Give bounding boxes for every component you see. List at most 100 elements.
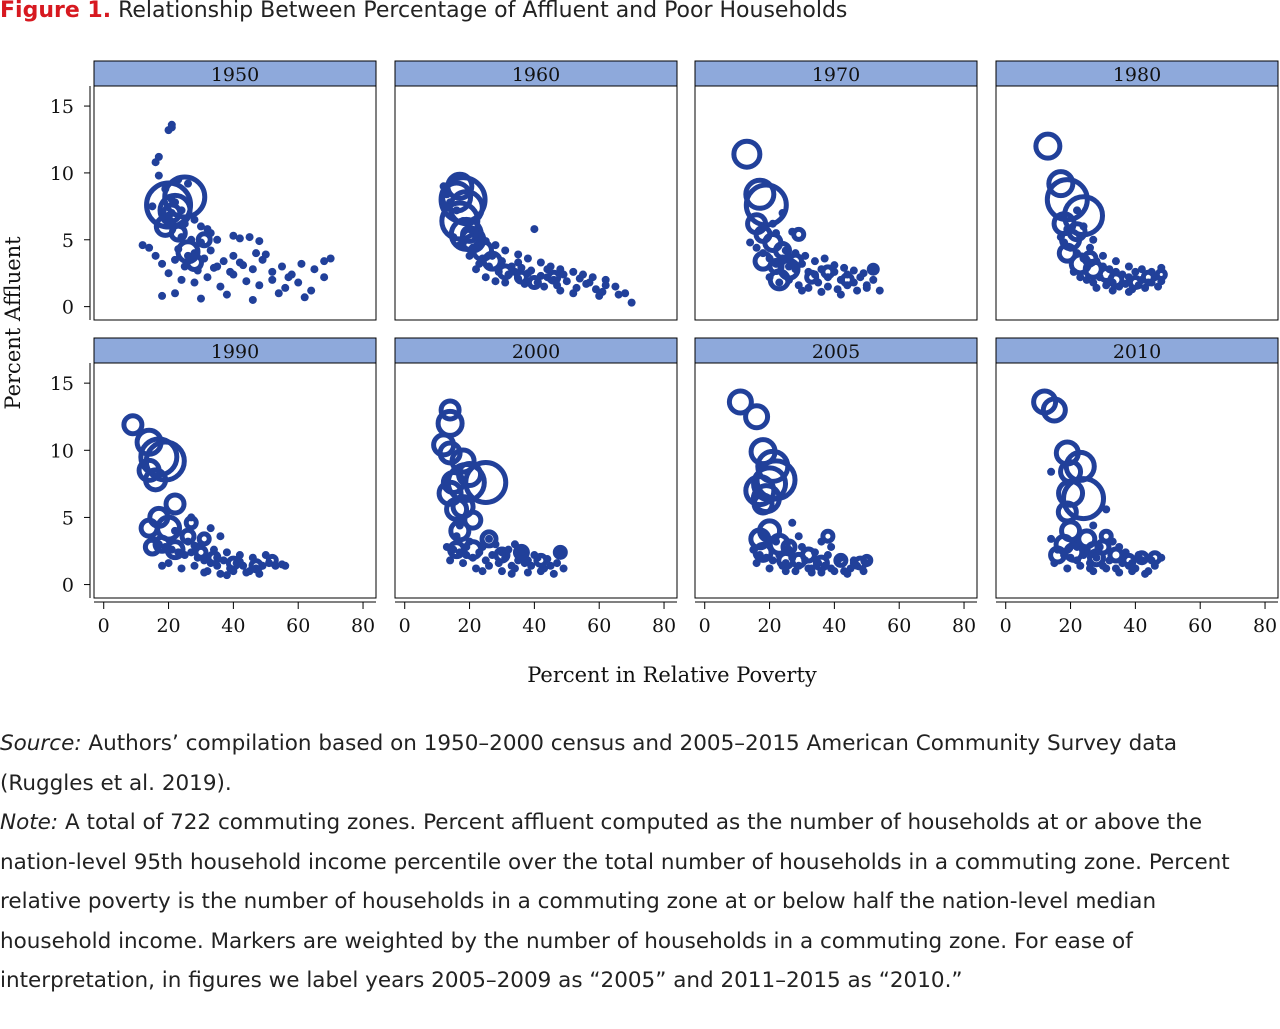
data-point	[278, 262, 286, 271]
data-point-ring	[866, 262, 880, 276]
data-point	[196, 294, 205, 303]
data-point	[853, 286, 862, 295]
x-tick-label: 60	[1188, 615, 1212, 637]
data-point	[255, 281, 264, 290]
data-point-ring	[731, 138, 763, 170]
data-point-ring	[1098, 528, 1114, 544]
data-point-ring	[1061, 476, 1107, 522]
data-point-ring	[162, 174, 208, 220]
data-point-ring	[179, 527, 197, 545]
data-point-ring	[1107, 271, 1125, 289]
data-point	[614, 290, 623, 299]
data-point-ring	[767, 532, 791, 556]
data-point-ring	[526, 275, 542, 291]
data-point	[171, 255, 180, 264]
y-tick-label: 10	[50, 163, 74, 185]
data-point	[1063, 564, 1072, 573]
data-point	[281, 283, 290, 292]
data-point	[148, 202, 157, 211]
data-point	[1115, 568, 1124, 577]
data-point	[310, 265, 319, 274]
data-point	[307, 286, 316, 295]
panel-plot-area	[995, 85, 1279, 321]
data-point	[190, 561, 199, 570]
y-tick-label: 15	[50, 373, 74, 395]
x-tick-label: 0	[399, 615, 411, 637]
data-point-ring	[481, 250, 503, 272]
data-point	[268, 267, 277, 276]
data-point	[245, 233, 254, 242]
data-point	[478, 567, 487, 576]
data-point-ring	[184, 253, 204, 273]
data-point-ring	[513, 269, 529, 285]
source-label: Source:	[0, 731, 82, 756]
panel-label: 1960	[512, 64, 560, 86]
y-tick-label: 0	[62, 575, 74, 597]
data-point	[485, 561, 493, 570]
data-point	[1086, 564, 1094, 573]
data-point	[297, 259, 306, 268]
data-point-ring	[164, 539, 186, 561]
x-tick-label: 80	[1253, 615, 1277, 637]
data-point	[1154, 282, 1163, 291]
data-point	[281, 561, 290, 570]
data-point-ring	[438, 398, 462, 422]
data-point	[1098, 251, 1107, 260]
data-point	[507, 569, 516, 578]
data-point	[514, 258, 523, 267]
data-point-ring	[121, 413, 145, 437]
data-point	[219, 556, 228, 565]
y-tick-label: 15	[50, 96, 74, 118]
data-point	[1141, 569, 1150, 578]
figure-title: Figure 1. Relationship Between Percentag…	[0, 0, 847, 23]
data-point-ring	[496, 263, 514, 281]
data-point	[549, 569, 558, 578]
data-point	[242, 568, 251, 577]
data-point-ring	[1154, 268, 1168, 282]
data-point-ring	[225, 555, 241, 571]
data-point-ring	[1040, 396, 1068, 424]
data-point	[746, 238, 755, 247]
data-point	[300, 293, 309, 302]
data-point	[235, 551, 244, 560]
data-point	[268, 275, 277, 284]
data-point	[446, 556, 455, 565]
data-point	[216, 282, 225, 291]
panel-strip	[93, 337, 377, 364]
source-note: Source: Authors’ compilation based on 19…	[0, 724, 1265, 803]
data-point	[154, 171, 163, 180]
data-point	[601, 281, 610, 290]
x-tick-label: 60	[587, 615, 611, 637]
data-point	[514, 250, 523, 259]
data-point	[823, 282, 832, 291]
data-point	[459, 559, 468, 568]
data-point	[151, 251, 160, 260]
data-point	[517, 548, 526, 557]
data-point	[138, 241, 147, 250]
data-point-ring	[751, 492, 775, 516]
data-point	[791, 567, 800, 576]
data-point	[235, 234, 244, 243]
panel-plot-area	[694, 85, 978, 321]
x-tick-label: 40	[221, 615, 245, 637]
figure-notes: Source: Authors’ compilation based on 19…	[0, 724, 1265, 1001]
data-point	[158, 561, 167, 570]
panel-strip	[394, 337, 678, 364]
x-tick-label: 60	[887, 615, 911, 637]
data-point	[830, 567, 839, 576]
data-point	[849, 266, 858, 275]
panel-strip	[93, 60, 377, 87]
data-point	[501, 278, 510, 287]
note-label: Note:	[0, 810, 59, 835]
data-point	[562, 277, 571, 286]
data-point	[164, 269, 173, 278]
data-point	[765, 564, 774, 573]
data-point-ring	[512, 543, 530, 561]
data-point	[235, 258, 244, 267]
data-point	[523, 568, 532, 577]
data-point	[229, 251, 238, 260]
data-point	[213, 235, 222, 244]
data-point-ring	[163, 492, 187, 516]
data-point	[326, 254, 335, 263]
data-point	[543, 265, 552, 274]
